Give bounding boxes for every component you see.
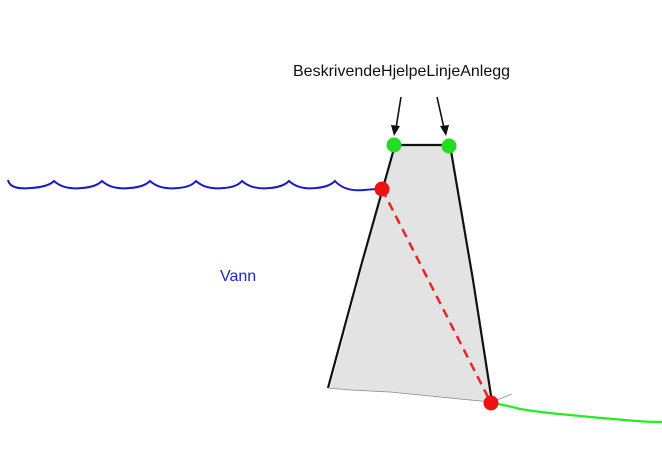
contact-point-upstream: [374, 181, 390, 197]
contact-point-downstream: [483, 395, 499, 411]
water-label: Vann: [220, 268, 257, 285]
helper-line-label: BeskrivendeHjelpeLinjeAnlegg: [293, 63, 511, 80]
terrain-line: [491, 401, 662, 424]
helper-arrow-right: [436, 96, 449, 136]
helper-point-left: [386, 137, 402, 153]
dam-body: [330, 145, 492, 402]
water-surface-line: [7, 179, 383, 192]
dam-right-slope: [448, 144, 494, 403]
helper-arrow-left: [391, 96, 402, 136]
contact-line-dashed: [380, 188, 493, 404]
dam-bottom-edge: [327, 387, 513, 403]
helper-point-right: [441, 138, 457, 154]
